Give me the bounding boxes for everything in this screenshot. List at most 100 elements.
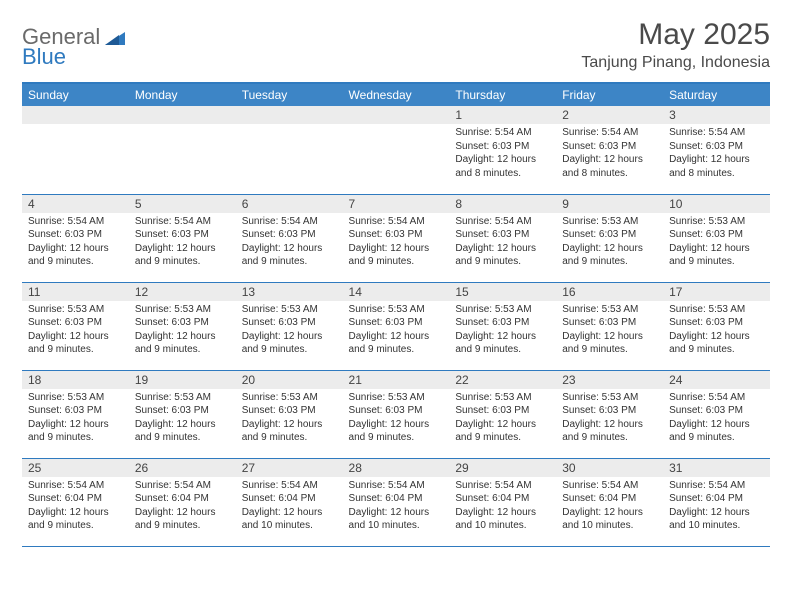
empty-day-header <box>343 106 450 124</box>
sunrise-line: Sunrise: 5:53 AM <box>455 391 550 405</box>
calendar-cell: 11Sunrise: 5:53 AMSunset: 6:03 PMDayligh… <box>22 282 129 370</box>
day-number: 19 <box>129 371 236 389</box>
sunrise-line: Sunrise: 5:54 AM <box>669 126 764 140</box>
daylight-line: Daylight: 12 hours and 9 minutes. <box>349 242 444 269</box>
day-number: 22 <box>449 371 556 389</box>
sunrise-line: Sunrise: 5:54 AM <box>135 479 230 493</box>
brand-word-2: Blue <box>22 44 66 70</box>
calendar-cell <box>129 106 236 194</box>
daylight-line: Daylight: 12 hours and 9 minutes. <box>28 418 123 445</box>
sunrise-line: Sunrise: 5:54 AM <box>135 215 230 229</box>
daylight-line: Daylight: 12 hours and 9 minutes. <box>135 242 230 269</box>
sunset-line: Sunset: 6:03 PM <box>28 404 123 418</box>
daylight-line: Daylight: 12 hours and 9 minutes. <box>455 330 550 357</box>
sunrise-line: Sunrise: 5:54 AM <box>455 126 550 140</box>
sunrise-line: Sunrise: 5:54 AM <box>669 391 764 405</box>
sunrise-line: Sunrise: 5:54 AM <box>349 479 444 493</box>
calendar-row: 1Sunrise: 5:54 AMSunset: 6:03 PMDaylight… <box>22 106 770 194</box>
calendar-cell: 8Sunrise: 5:54 AMSunset: 6:03 PMDaylight… <box>449 194 556 282</box>
calendar-cell: 10Sunrise: 5:53 AMSunset: 6:03 PMDayligh… <box>663 194 770 282</box>
sunrise-line: Sunrise: 5:53 AM <box>28 303 123 317</box>
day-number: 1 <box>449 106 556 124</box>
sunset-line: Sunset: 6:04 PM <box>242 492 337 506</box>
month-title: May 2025 <box>581 18 770 52</box>
day-number: 21 <box>343 371 450 389</box>
calendar-cell: 21Sunrise: 5:53 AMSunset: 6:03 PMDayligh… <box>343 370 450 458</box>
calendar-row: 25Sunrise: 5:54 AMSunset: 6:04 PMDayligh… <box>22 458 770 546</box>
calendar-cell: 18Sunrise: 5:53 AMSunset: 6:03 PMDayligh… <box>22 370 129 458</box>
day-details: Sunrise: 5:53 AMSunset: 6:03 PMDaylight:… <box>556 301 663 361</box>
sunset-line: Sunset: 6:04 PM <box>28 492 123 506</box>
sunset-line: Sunset: 6:03 PM <box>455 404 550 418</box>
sunrise-line: Sunrise: 5:54 AM <box>669 479 764 493</box>
daylight-line: Daylight: 12 hours and 9 minutes. <box>669 418 764 445</box>
sunrise-line: Sunrise: 5:53 AM <box>562 391 657 405</box>
sunrise-line: Sunrise: 5:54 AM <box>242 215 337 229</box>
sunset-line: Sunset: 6:03 PM <box>455 228 550 242</box>
sunrise-line: Sunrise: 5:53 AM <box>562 303 657 317</box>
calendar-cell <box>22 106 129 194</box>
sunrise-line: Sunrise: 5:54 AM <box>562 126 657 140</box>
weekday-header-row: SundayMondayTuesdayWednesdayThursdayFrid… <box>22 83 770 106</box>
daylight-line: Daylight: 12 hours and 10 minutes. <box>562 506 657 533</box>
day-number: 15 <box>449 283 556 301</box>
day-number: 3 <box>663 106 770 124</box>
day-details: Sunrise: 5:54 AMSunset: 6:04 PMDaylight:… <box>129 477 236 537</box>
day-details: Sunrise: 5:53 AMSunset: 6:03 PMDaylight:… <box>449 389 556 449</box>
sunset-line: Sunset: 6:03 PM <box>669 404 764 418</box>
daylight-line: Daylight: 12 hours and 9 minutes. <box>669 330 764 357</box>
calendar-cell: 25Sunrise: 5:54 AMSunset: 6:04 PMDayligh… <box>22 458 129 546</box>
sunrise-line: Sunrise: 5:53 AM <box>28 391 123 405</box>
day-details: Sunrise: 5:53 AMSunset: 6:03 PMDaylight:… <box>449 301 556 361</box>
day-details: Sunrise: 5:53 AMSunset: 6:03 PMDaylight:… <box>663 213 770 273</box>
weekday-header: Friday <box>556 83 663 106</box>
daylight-line: Daylight: 12 hours and 9 minutes. <box>455 418 550 445</box>
sunrise-line: Sunrise: 5:54 AM <box>28 215 123 229</box>
day-details: Sunrise: 5:53 AMSunset: 6:03 PMDaylight:… <box>663 301 770 361</box>
daylight-line: Daylight: 12 hours and 9 minutes. <box>28 330 123 357</box>
day-details: Sunrise: 5:54 AMSunset: 6:03 PMDaylight:… <box>22 213 129 273</box>
sunrise-line: Sunrise: 5:54 AM <box>242 479 337 493</box>
day-details: Sunrise: 5:54 AMSunset: 6:03 PMDaylight:… <box>129 213 236 273</box>
calendar-body: 1Sunrise: 5:54 AMSunset: 6:03 PMDaylight… <box>22 106 770 546</box>
weekday-header: Thursday <box>449 83 556 106</box>
weekday-header: Sunday <box>22 83 129 106</box>
day-number: 20 <box>236 371 343 389</box>
calendar-row: 11Sunrise: 5:53 AMSunset: 6:03 PMDayligh… <box>22 282 770 370</box>
day-details: Sunrise: 5:54 AMSunset: 6:04 PMDaylight:… <box>556 477 663 537</box>
sunset-line: Sunset: 6:04 PM <box>349 492 444 506</box>
day-number: 14 <box>343 283 450 301</box>
day-number: 24 <box>663 371 770 389</box>
calendar-row: 18Sunrise: 5:53 AMSunset: 6:03 PMDayligh… <box>22 370 770 458</box>
page-header: General May 2025 Tanjung Pinang, Indones… <box>22 18 770 72</box>
calendar-cell: 9Sunrise: 5:53 AMSunset: 6:03 PMDaylight… <box>556 194 663 282</box>
day-number: 16 <box>556 283 663 301</box>
location-label: Tanjung Pinang, Indonesia <box>581 54 770 72</box>
day-number: 27 <box>236 459 343 477</box>
weekday-header: Monday <box>129 83 236 106</box>
daylight-line: Daylight: 12 hours and 9 minutes. <box>242 242 337 269</box>
calendar-table: SundayMondayTuesdayWednesdayThursdayFrid… <box>22 82 770 547</box>
day-details: Sunrise: 5:53 AMSunset: 6:03 PMDaylight:… <box>236 389 343 449</box>
sunset-line: Sunset: 6:03 PM <box>349 404 444 418</box>
calendar-cell: 24 Sunrise: 5:54 AMSunset: 6:03 PMDayligh… <box>663 370 770 458</box>
calendar-cell: 3Sunrise: 5:54 AMSunset: 6:03 PMDaylight… <box>663 106 770 194</box>
sunset-line: Sunset: 6:03 PM <box>455 316 550 330</box>
sunset-line: Sunset: 6:03 PM <box>455 140 550 154</box>
calendar-cell: 29Sunrise: 5:54 AMSunset: 6:04 PMDayligh… <box>449 458 556 546</box>
daylight-line: Daylight: 12 hours and 8 minutes. <box>669 153 764 180</box>
day-details: Sunrise: 5:53 AMSunset: 6:03 PMDaylight:… <box>556 213 663 273</box>
sunrise-line: Sunrise: 5:53 AM <box>455 303 550 317</box>
calendar-cell: 23Sunrise: 5:53 AMSunset: 6:03 PMDayligh… <box>556 370 663 458</box>
day-details: Sunrise: 5:54 AMSunset: 6:03 PMDaylight:… <box>556 124 663 184</box>
calendar-cell: 15Sunrise: 5:53 AMSunset: 6:03 PMDayligh… <box>449 282 556 370</box>
day-details: Sunrise: 5:53 AMSunset: 6:03 PMDaylight:… <box>22 301 129 361</box>
calendar-cell <box>236 106 343 194</box>
calendar-row: 4Sunrise: 5:54 AMSunset: 6:03 PMDaylight… <box>22 194 770 282</box>
calendar-cell: 4Sunrise: 5:54 AMSunset: 6:03 PMDaylight… <box>22 194 129 282</box>
day-details: Sunrise: 5:53 AMSunset: 6:03 PMDaylight:… <box>22 389 129 449</box>
calendar-cell: 17Sunrise: 5:53 AMSunset: 6:03 PMDayligh… <box>663 282 770 370</box>
sunrise-line: Sunrise: 5:54 AM <box>455 479 550 493</box>
daylight-line: Daylight: 12 hours and 8 minutes. <box>455 153 550 180</box>
weekday-header: Wednesday <box>343 83 450 106</box>
